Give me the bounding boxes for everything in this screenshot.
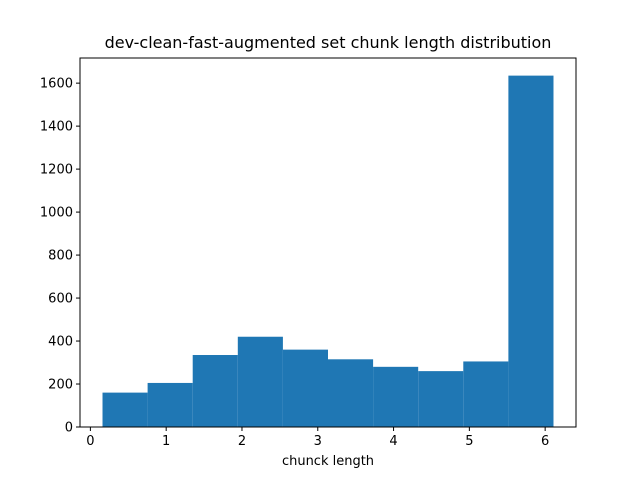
histogram-bar-6 [373, 366, 419, 427]
histogram-bar-7 [418, 371, 464, 427]
histogram-bar-1 [147, 382, 193, 427]
x-tick-label-5: 5 [465, 434, 473, 449]
y-tick-label-0: 0 [65, 421, 73, 436]
x-tick-label-1: 1 [162, 434, 170, 449]
chart-title: dev-clean-fast-augmented set chunk lengt… [104, 33, 552, 52]
x-tick-label-2: 2 [238, 434, 246, 449]
y-tick-label-1600: 1600 [40, 77, 73, 92]
histogram-bar-4 [282, 349, 328, 427]
histogram-bar-0 [102, 392, 148, 427]
y-tick-label-800: 800 [48, 249, 73, 264]
histogram-bar-8 [463, 361, 509, 427]
x-tick-label-0: 0 [86, 434, 94, 449]
y-tick-label-600: 600 [48, 292, 73, 307]
axes-group: 0 1 2 3 4 5 6 0 200 400 600 800 1000 1200 1400 1600 [40, 57, 577, 449]
y-tick-label-1000: 1000 [40, 206, 73, 221]
histogram-bar-5 [328, 359, 374, 427]
plot-frame [79, 57, 577, 428]
histogram-bar-2 [192, 355, 238, 427]
y-tick-label-400: 400 [48, 335, 73, 350]
x-tick-label-3: 3 [314, 434, 322, 449]
x-tick-label-6: 6 [541, 434, 549, 449]
x-tick-label-4: 4 [389, 434, 397, 449]
bars-group [102, 75, 554, 428]
y-tick-label-200: 200 [48, 378, 73, 393]
histogram-bar-3 [237, 336, 283, 427]
y-tick-label-1400: 1400 [40, 120, 73, 135]
histogram-bar-9 [508, 75, 554, 428]
y-tick-label-1200: 1200 [40, 163, 73, 178]
x-axis-label: chunck length [281, 454, 375, 469]
